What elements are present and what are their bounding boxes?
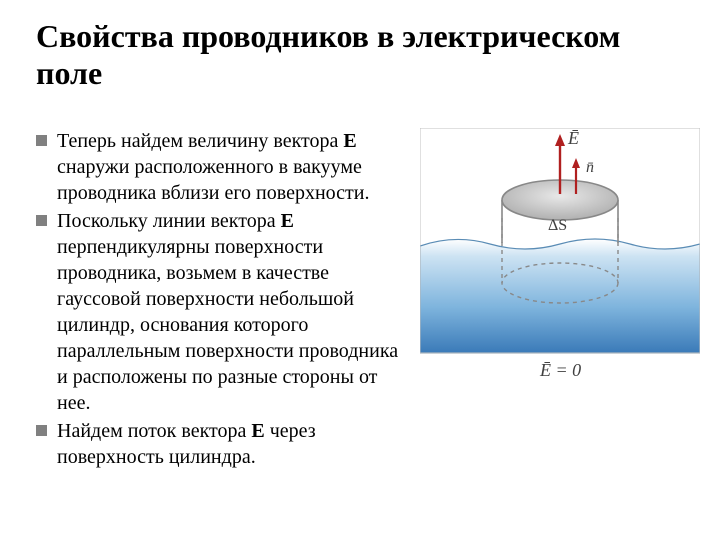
bullet-text: Поскольку линии вектора E перпендикулярн… (57, 208, 406, 416)
bullet-list: Теперь найдем величину вектора E снаружи… (36, 128, 406, 472)
physics-diagram: ΔS n̄ Ē Ē = 0 (420, 128, 700, 388)
slide-title: Свойства проводников в электрическом пол… (36, 18, 684, 92)
bullet-text: Найдем поток вектора E через поверхность… (57, 418, 406, 470)
bullet-marker-icon (36, 215, 47, 226)
bullet-marker-icon (36, 425, 47, 436)
e-label: Ē (567, 128, 579, 148)
delta-s-label: ΔS (548, 217, 567, 234)
bullet-marker-icon (36, 135, 47, 146)
e-zero-label: Ē = 0 (539, 360, 581, 380)
list-item: Теперь найдем величину вектора E снаружи… (36, 128, 406, 206)
n-label: n̄ (586, 159, 594, 176)
list-item: Поскольку линии вектора E перпендикулярн… (36, 208, 406, 416)
bullet-text: Теперь найдем величину вектора E снаружи… (57, 128, 406, 206)
list-item: Найдем поток вектора E через поверхность… (36, 418, 406, 470)
